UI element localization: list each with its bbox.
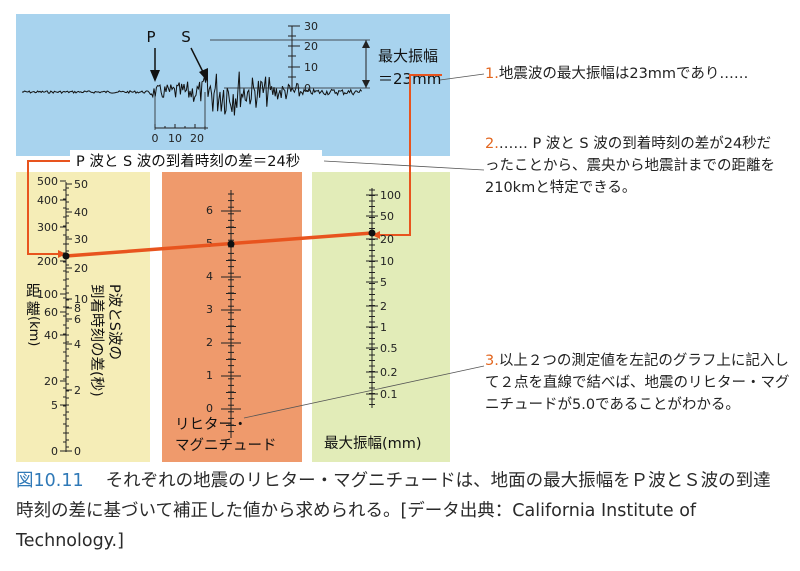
sp-difference-label: P 波と S 波の到着時刻の差＝24秒 [76,153,300,170]
svg-text:5: 5 [51,399,58,412]
magnitude-axis: 6 5 4 3 2 1 0 リヒター・ マグニチュード [175,190,277,454]
amplitude-connector [375,74,442,236]
p-wave-label: P [146,28,155,46]
note-2: 2.…… P 波と S 波の到着時刻の差が24秒だったことから、震央から地震計ま… [485,136,775,196]
svg-text:20: 20 [380,233,394,246]
amplitude-panel [312,172,450,462]
magnitude-title-1: リヒター・ [175,416,248,433]
amplitude-axis: 100 50 20 10 5 2 1 0.5 0.2 0.1 最大振幅(mm) [324,188,422,452]
magnitude-title-2: マグニチュード [175,437,277,454]
svg-text:0: 0 [51,445,58,458]
svg-text:20: 20 [44,375,58,388]
svg-text:20: 20 [190,132,204,145]
svg-text:8: 8 [74,302,81,315]
svg-text:50: 50 [74,178,88,191]
max-amplitude-label: 最大振幅 [378,47,438,65]
svg-text:500: 500 [37,175,58,188]
svg-text:60: 60 [44,306,58,319]
sp-difference-connector [27,160,70,255]
svg-text:100: 100 [380,189,401,202]
amplitude-title: 最大振幅(mm) [324,435,422,452]
svg-text:50: 50 [380,210,394,223]
sp-axis-title-2: 到着時刻の差(秒) [88,284,105,397]
sp-axis-title: P波とS波の [106,284,123,360]
s-arrow-head [199,68,208,82]
svg-text:30: 30 [304,20,318,33]
seismogram-trace [21,69,363,116]
svg-text:200: 200 [37,255,58,268]
magnitude-point [227,240,235,248]
svg-text:6: 6 [206,204,213,217]
distance-unit: (km) [26,316,41,346]
svg-text:5: 5 [380,276,387,289]
svg-text:10: 10 [168,132,182,145]
svg-text:30: 30 [74,233,88,246]
svg-text:3: 3 [206,303,213,316]
svg-text:20: 20 [74,262,88,275]
note-3: 3.以上２つの測定値を左記のグラフ上に記入して２点を直線で結べば、地震のリヒター… [485,353,790,413]
svg-text:0: 0 [206,402,213,415]
p-arrow-head [150,70,160,82]
svg-text:10: 10 [304,61,318,74]
svg-text:4: 4 [206,270,213,283]
svg-text:2: 2 [380,300,387,313]
seismogram-trace-line [21,69,363,116]
nomogram-line [65,231,373,258]
svg-text:0: 0 [152,132,159,145]
svg-text:1: 1 [380,321,387,334]
seismo-time-axis: 0 10 20 [152,92,208,145]
svg-text:1: 1 [206,369,213,382]
seismogram-panel [16,14,450,156]
svg-text:4: 4 [74,338,81,351]
svg-text:100: 100 [37,288,58,301]
caption-text: それぞれの地震のリヒター・マグニチュードは、地面の最大振幅をＰ波とＳ波の到達時刻… [16,471,771,551]
distance-axis-title: 距 離 [26,284,45,318]
amplitude-point [368,229,376,237]
distance-point [62,252,70,260]
figure-label: 図10.11 [16,471,84,491]
svg-text:2: 2 [74,384,81,397]
distance-panel [16,172,150,462]
svg-text:40: 40 [74,206,88,219]
svg-text:300: 300 [37,221,58,234]
svg-text:20: 20 [304,40,318,53]
distance-axis: 500 400 300 200 100 60 40 20 5 0 50 40 3… [26,175,123,458]
s-wave-label: S [181,28,191,46]
svg-text:40: 40 [44,329,58,342]
svg-text:0.1: 0.1 [380,388,398,401]
svg-text:0.2: 0.2 [380,366,398,379]
svg-text:0.5: 0.5 [380,342,398,355]
svg-text:6: 6 [74,313,81,326]
svg-text:10: 10 [380,255,394,268]
svg-text:10: 10 [74,293,88,306]
note-1: 1.地震波の最大振幅は23mmであり…… [485,66,749,82]
svg-text:0: 0 [304,82,311,95]
svg-text:400: 400 [37,194,58,207]
svg-text:2: 2 [206,336,213,349]
svg-text:0: 0 [74,445,81,458]
figure-caption: 図10.11 それぞれの地震のリヒター・マグニチュードは、地面の最大振幅をＰ波とＳ… [16,466,786,556]
